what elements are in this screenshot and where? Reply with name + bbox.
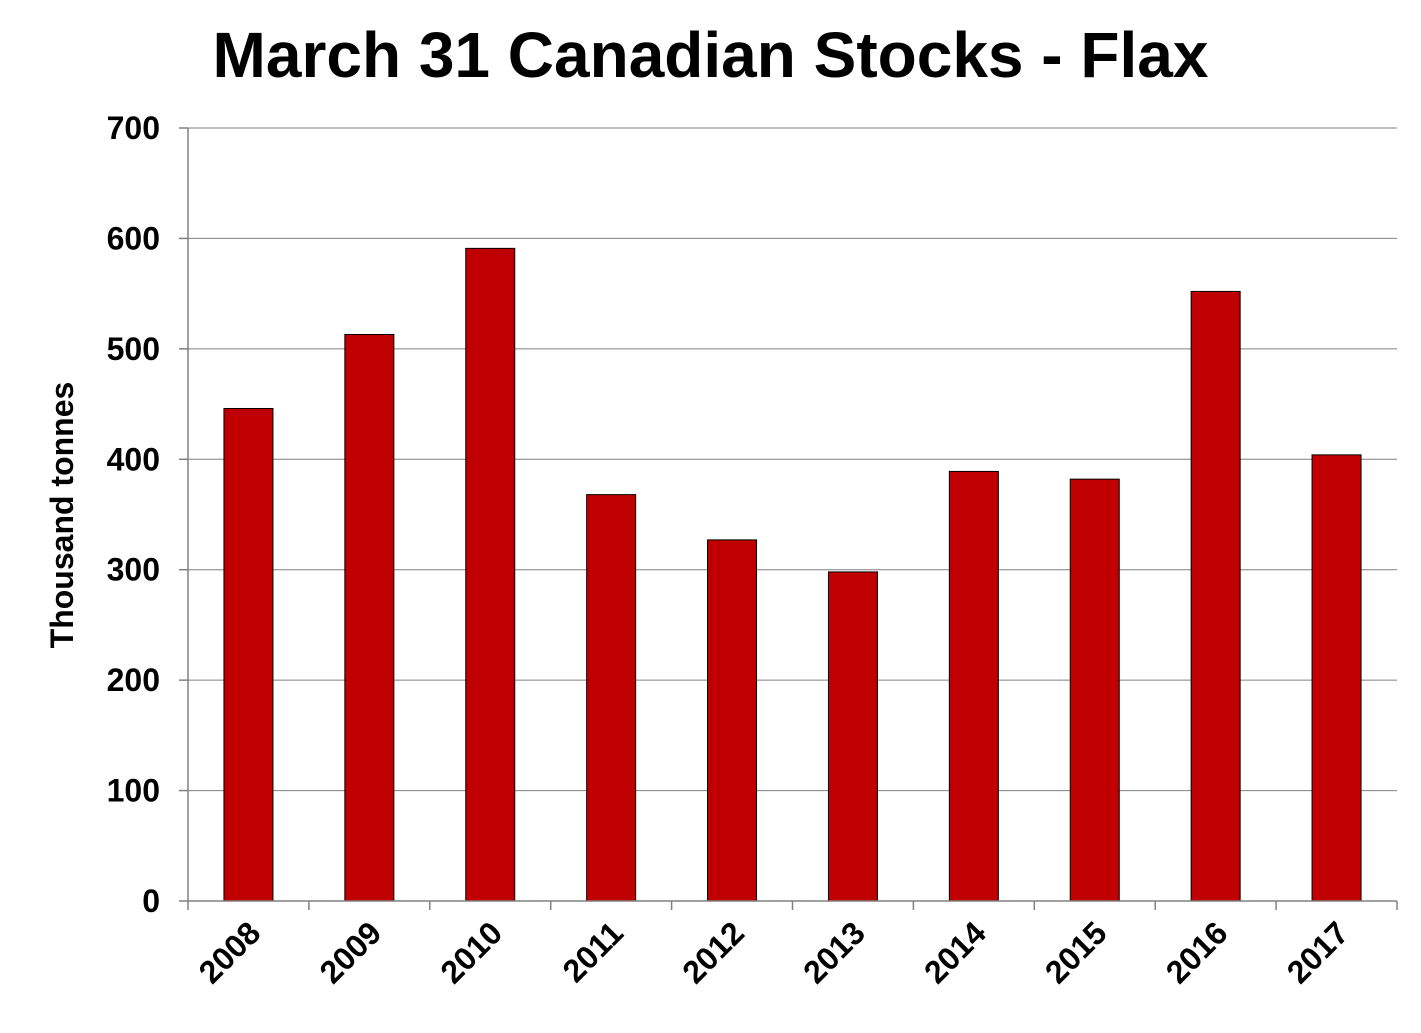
- y-tick-label: 200: [107, 662, 160, 698]
- x-tick-label: 2009: [313, 914, 389, 990]
- bar-2013: [827, 571, 878, 902]
- bar-2014: [948, 470, 999, 902]
- bar-2017: [1311, 454, 1362, 902]
- bar-2015: [1069, 478, 1120, 902]
- bar-2016: [1190, 290, 1241, 902]
- y-axis-title: Thousand tonnes: [44, 382, 80, 649]
- chart-title: March 31 Canadian Stocks - Flax: [212, 19, 1209, 91]
- bar-2012: [707, 539, 758, 902]
- y-tick-label: 700: [107, 110, 160, 146]
- y-tick-labels: 0 100 200 300 400 500 600 700: [107, 110, 160, 919]
- bar-2009: [344, 334, 395, 902]
- x-tick-label: 2008: [192, 914, 268, 990]
- bar-2008: [223, 407, 274, 902]
- y-tick-label: 100: [107, 773, 160, 809]
- bar-2010: [465, 247, 516, 902]
- x-tick-label: 2011: [556, 914, 631, 989]
- x-tick-label: 2013: [796, 914, 872, 990]
- x-tick-label: 2014: [917, 914, 993, 990]
- x-tick-label: 2016: [1159, 914, 1235, 990]
- x-tick-label: 2017: [1280, 914, 1356, 990]
- x-tick-label: 2015: [1038, 914, 1114, 990]
- y-tick-label: 0: [142, 883, 160, 919]
- axes: [179, 127, 1398, 910]
- x-tick-labels: 2008 2009 2010 2011 2012 2013 2014 2015 2016 2017: [192, 914, 1356, 990]
- x-tick-label: 2010: [433, 914, 509, 990]
- y-tick-label: 400: [107, 441, 160, 477]
- bars: [223, 247, 1362, 902]
- bar-2011: [586, 494, 637, 902]
- y-tick-label: 500: [107, 331, 160, 367]
- x-tick-label: 2012: [675, 914, 751, 990]
- y-tick-label: 600: [107, 220, 160, 256]
- y-tick-label: 300: [107, 552, 160, 588]
